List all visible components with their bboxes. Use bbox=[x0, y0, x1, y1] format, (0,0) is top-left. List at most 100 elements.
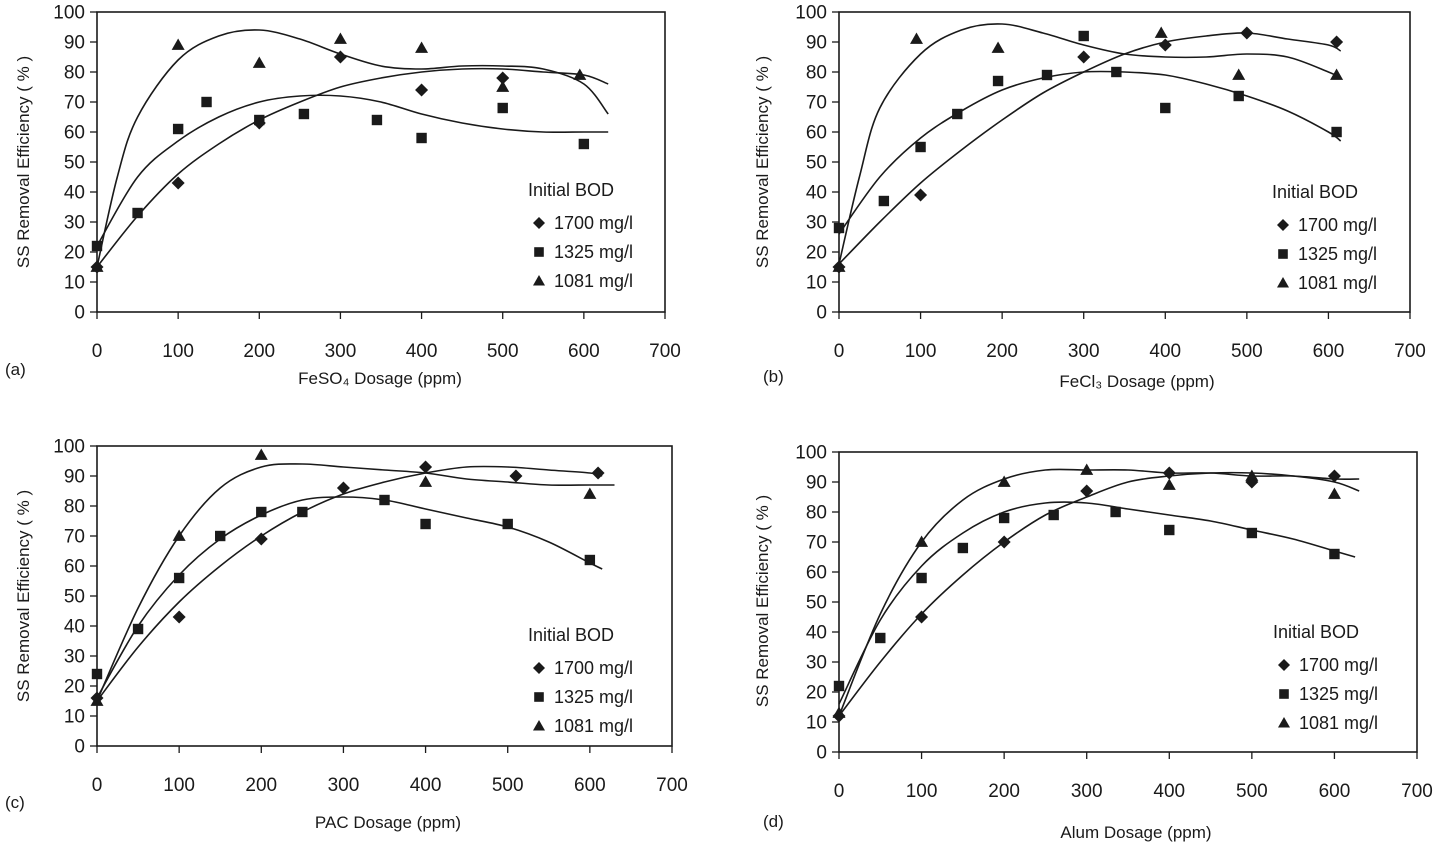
legend-marker-triangle bbox=[1277, 277, 1289, 288]
data-point-diamond bbox=[415, 83, 429, 97]
trend-curve-triangle bbox=[96, 29, 609, 268]
data-point-diamond bbox=[1158, 38, 1172, 52]
x-tick-label: 100 bbox=[905, 341, 937, 362]
data-point-square bbox=[957, 542, 969, 554]
data-point-triangle bbox=[1330, 68, 1344, 80]
legend-entry: 1081 mg/l bbox=[554, 716, 633, 736]
data-point-square bbox=[584, 554, 596, 566]
data-point-square bbox=[1110, 506, 1121, 518]
data-point-square bbox=[878, 195, 890, 207]
data-point-square bbox=[1233, 90, 1244, 102]
trend-curve-diamond bbox=[96, 465, 603, 702]
y-tick-label: 0 bbox=[74, 737, 85, 758]
y-axis-title: SS Removal Efficiency ( % ) bbox=[753, 56, 772, 268]
data-point-square bbox=[173, 572, 185, 584]
x-tick-label: 200 bbox=[243, 341, 275, 362]
data-point-diamond bbox=[336, 481, 350, 495]
panel-label: (c) bbox=[5, 793, 25, 812]
y-tick-label: 10 bbox=[806, 713, 827, 734]
data-point-square bbox=[875, 632, 886, 644]
data-point-triangle bbox=[333, 32, 347, 44]
data-point-square bbox=[578, 138, 590, 150]
y-tick-label: 30 bbox=[64, 647, 85, 668]
plot-frame bbox=[838, 11, 1411, 313]
panel-c: 0 10 20 30 40 50 60 70 80 90 100 0 100 200 300 400 500 60… bbox=[5, 437, 688, 833]
data-point-square bbox=[497, 102, 508, 114]
y-tick-label: 50 bbox=[64, 153, 85, 174]
y-tick-label: 80 bbox=[806, 503, 827, 524]
data-point-triangle bbox=[171, 38, 185, 50]
legend-entry: 1081 mg/l bbox=[554, 271, 633, 291]
legend-entry: 1325 mg/l bbox=[1298, 244, 1377, 264]
data-point-square bbox=[420, 518, 431, 530]
y-tick-label: 100 bbox=[53, 3, 85, 24]
data-point-square bbox=[916, 572, 927, 584]
data-point-square bbox=[371, 114, 383, 126]
y-tick-label: 100 bbox=[53, 437, 85, 458]
x-tick-label: 400 bbox=[406, 341, 438, 362]
data-point-square bbox=[998, 512, 1010, 524]
legend-entry: 1700 mg/l bbox=[1298, 215, 1377, 235]
panel-label: (d) bbox=[763, 812, 784, 831]
y-tick-label: 70 bbox=[806, 533, 827, 554]
data-point-triangle bbox=[90, 694, 104, 706]
data-point-diamond bbox=[915, 610, 929, 624]
data-point-square bbox=[1041, 69, 1053, 81]
y-tick-label: 20 bbox=[806, 683, 827, 704]
data-point-diamond bbox=[997, 535, 1011, 549]
panel-d: 0 10 20 30 40 50 60 70 80 90 100 0 100 200 300 400 500 60… bbox=[753, 443, 1433, 843]
data-point-square bbox=[1160, 102, 1171, 114]
x-tick-label: 100 bbox=[906, 781, 938, 802]
data-point-triangle bbox=[1245, 469, 1259, 481]
data-point-diamond bbox=[1080, 484, 1094, 498]
data-point-square bbox=[1078, 30, 1089, 42]
legend-marker-square bbox=[534, 692, 544, 702]
data-point-diamond bbox=[254, 532, 268, 546]
legend-title: Initial BOD bbox=[528, 625, 614, 645]
data-point-diamond bbox=[1240, 26, 1254, 40]
x-tick-label: 300 bbox=[328, 775, 360, 796]
x-tick-label: 700 bbox=[656, 775, 688, 796]
y-tick-label: 90 bbox=[806, 33, 827, 54]
legend-entry: 1325 mg/l bbox=[1299, 684, 1378, 704]
y-axis-title: SS Removal Efficiency ( % ) bbox=[14, 56, 33, 268]
data-point-square bbox=[833, 680, 845, 692]
legend-entry: 1325 mg/l bbox=[554, 687, 633, 707]
data-point-square bbox=[1246, 527, 1258, 539]
x-tick-label: 600 bbox=[568, 341, 600, 362]
data-point-square bbox=[132, 623, 144, 635]
trend-curve-diamond bbox=[838, 471, 1360, 717]
data-point-square bbox=[915, 141, 926, 153]
data-point-square bbox=[201, 96, 212, 108]
y-tick-label: 0 bbox=[816, 743, 827, 764]
y-tick-label: 60 bbox=[64, 123, 85, 144]
data-point-diamond bbox=[496, 71, 510, 85]
data-point-triangle bbox=[909, 32, 923, 44]
legend-marker-square bbox=[534, 247, 544, 257]
x-tick-label: 200 bbox=[988, 781, 1020, 802]
x-tick-label: 500 bbox=[492, 775, 524, 796]
x-tick-label: 0 bbox=[834, 341, 845, 362]
legend-entry: 1700 mg/l bbox=[554, 658, 633, 678]
y-tick-label: 80 bbox=[64, 63, 85, 84]
data-point-square bbox=[952, 108, 963, 120]
y-tick-label: 90 bbox=[806, 473, 827, 494]
legend-marker-square bbox=[1278, 249, 1288, 259]
x-tick-label: 500 bbox=[1236, 781, 1268, 802]
legend-marker-triangle bbox=[533, 275, 545, 286]
data-point-square bbox=[215, 530, 226, 542]
data-point-triangle bbox=[583, 487, 597, 499]
data-point-triangle bbox=[991, 41, 1005, 53]
legend-marker-diamond bbox=[533, 662, 545, 674]
x-tick-label: 600 bbox=[1313, 341, 1345, 362]
y-tick-label: 30 bbox=[806, 653, 827, 674]
y-tick-label: 100 bbox=[795, 443, 827, 464]
x-tick-label: 0 bbox=[92, 775, 103, 796]
x-tick-label: 700 bbox=[649, 341, 681, 362]
y-tick-label: 100 bbox=[795, 3, 827, 24]
x-tick-label: 600 bbox=[1319, 781, 1351, 802]
panel-label: (a) bbox=[5, 360, 26, 379]
y-tick-label: 10 bbox=[806, 273, 827, 294]
y-tick-label: 50 bbox=[64, 587, 85, 608]
trend-curve-square bbox=[838, 501, 1356, 705]
